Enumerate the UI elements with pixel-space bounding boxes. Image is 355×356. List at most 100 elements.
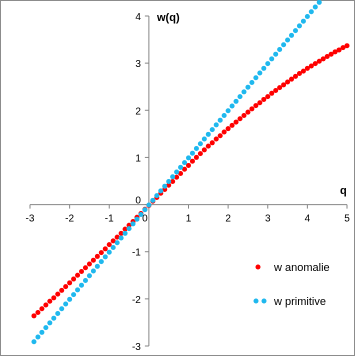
data-point xyxy=(122,226,128,232)
data-point xyxy=(47,298,53,304)
data-point xyxy=(261,65,267,71)
data-point xyxy=(229,103,235,109)
data-point xyxy=(35,310,41,316)
data-point xyxy=(201,136,207,142)
data-point xyxy=(75,272,81,278)
y-tick-label: 0 xyxy=(135,196,141,207)
y-tick-label: -3 xyxy=(132,342,141,353)
data-point xyxy=(102,254,108,260)
data-point xyxy=(201,147,207,153)
data-point xyxy=(158,188,164,194)
data-point xyxy=(213,136,219,142)
data-point xyxy=(55,291,61,297)
data-point xyxy=(51,315,57,321)
data-point xyxy=(110,244,116,250)
x-tick-label: -1 xyxy=(105,214,114,225)
data-point xyxy=(265,94,271,100)
data-point xyxy=(178,170,184,176)
data-point xyxy=(43,302,49,308)
data-point xyxy=(71,292,77,298)
data-point xyxy=(237,116,243,122)
data-point xyxy=(253,75,259,81)
data-point xyxy=(285,79,291,85)
data-point xyxy=(47,320,53,326)
data-point xyxy=(154,193,160,199)
data-point xyxy=(138,211,144,217)
data-point xyxy=(67,280,73,286)
data-point xyxy=(273,51,279,57)
data-point xyxy=(304,13,310,19)
data-point xyxy=(281,82,287,88)
data-point xyxy=(182,160,188,166)
data-point xyxy=(86,261,92,267)
data-point xyxy=(308,63,314,69)
data-point xyxy=(106,242,112,248)
data-point xyxy=(296,23,302,29)
data-point xyxy=(182,166,188,172)
data-point xyxy=(253,103,259,109)
data-series xyxy=(31,0,350,345)
y-tick-label: -1 xyxy=(132,248,141,259)
series-0 xyxy=(31,43,350,319)
data-point xyxy=(269,56,275,62)
data-point xyxy=(63,301,69,307)
data-point xyxy=(63,284,69,290)
data-point xyxy=(94,253,100,259)
x-tick-label: 2 xyxy=(225,214,231,225)
data-point xyxy=(178,164,184,170)
data-point xyxy=(257,70,263,76)
data-point xyxy=(340,45,346,51)
data-point xyxy=(170,178,176,184)
data-point xyxy=(344,43,350,49)
data-point xyxy=(269,90,275,96)
data-point xyxy=(134,216,140,222)
y-tick-label: 3 xyxy=(135,59,141,70)
data-point xyxy=(51,295,57,301)
data-point xyxy=(316,58,322,64)
data-point xyxy=(193,145,199,151)
data-point xyxy=(197,141,203,147)
data-point xyxy=(79,269,85,275)
data-point xyxy=(150,197,156,203)
data-point xyxy=(328,51,334,57)
legend-marker-primitive-a xyxy=(253,298,259,304)
x-tick-label: -3 xyxy=(26,214,35,225)
y-tick-label: 4 xyxy=(135,12,141,23)
data-point xyxy=(126,226,132,232)
data-point xyxy=(94,263,100,269)
data-point xyxy=(170,174,176,180)
data-point xyxy=(197,151,203,157)
data-point xyxy=(217,117,223,123)
data-point xyxy=(300,18,306,24)
data-point xyxy=(43,325,49,331)
data-point xyxy=(277,46,283,52)
data-point xyxy=(193,154,199,160)
data-point xyxy=(114,234,120,240)
data-point xyxy=(241,89,247,95)
data-point xyxy=(285,37,291,43)
data-point xyxy=(217,133,223,139)
data-point xyxy=(225,108,231,114)
data-point xyxy=(110,238,116,244)
data-point xyxy=(118,230,124,236)
y-axis-title: w(q) xyxy=(156,12,180,24)
data-point xyxy=(233,119,239,125)
data-point xyxy=(186,162,191,168)
x-tick-label: 4 xyxy=(305,214,311,225)
data-point xyxy=(277,85,283,91)
data-point xyxy=(189,158,195,164)
data-point xyxy=(146,202,152,208)
data-point xyxy=(59,287,65,293)
data-point xyxy=(114,240,120,246)
data-point xyxy=(98,250,104,256)
data-point xyxy=(292,28,298,34)
data-point xyxy=(102,246,108,252)
data-point xyxy=(221,112,227,118)
data-point xyxy=(59,306,65,312)
data-point xyxy=(118,235,124,241)
data-point xyxy=(316,0,322,5)
data-point xyxy=(209,127,215,133)
data-point xyxy=(162,183,168,189)
legend-marker-primitive-b xyxy=(261,298,267,304)
data-point xyxy=(71,276,77,282)
